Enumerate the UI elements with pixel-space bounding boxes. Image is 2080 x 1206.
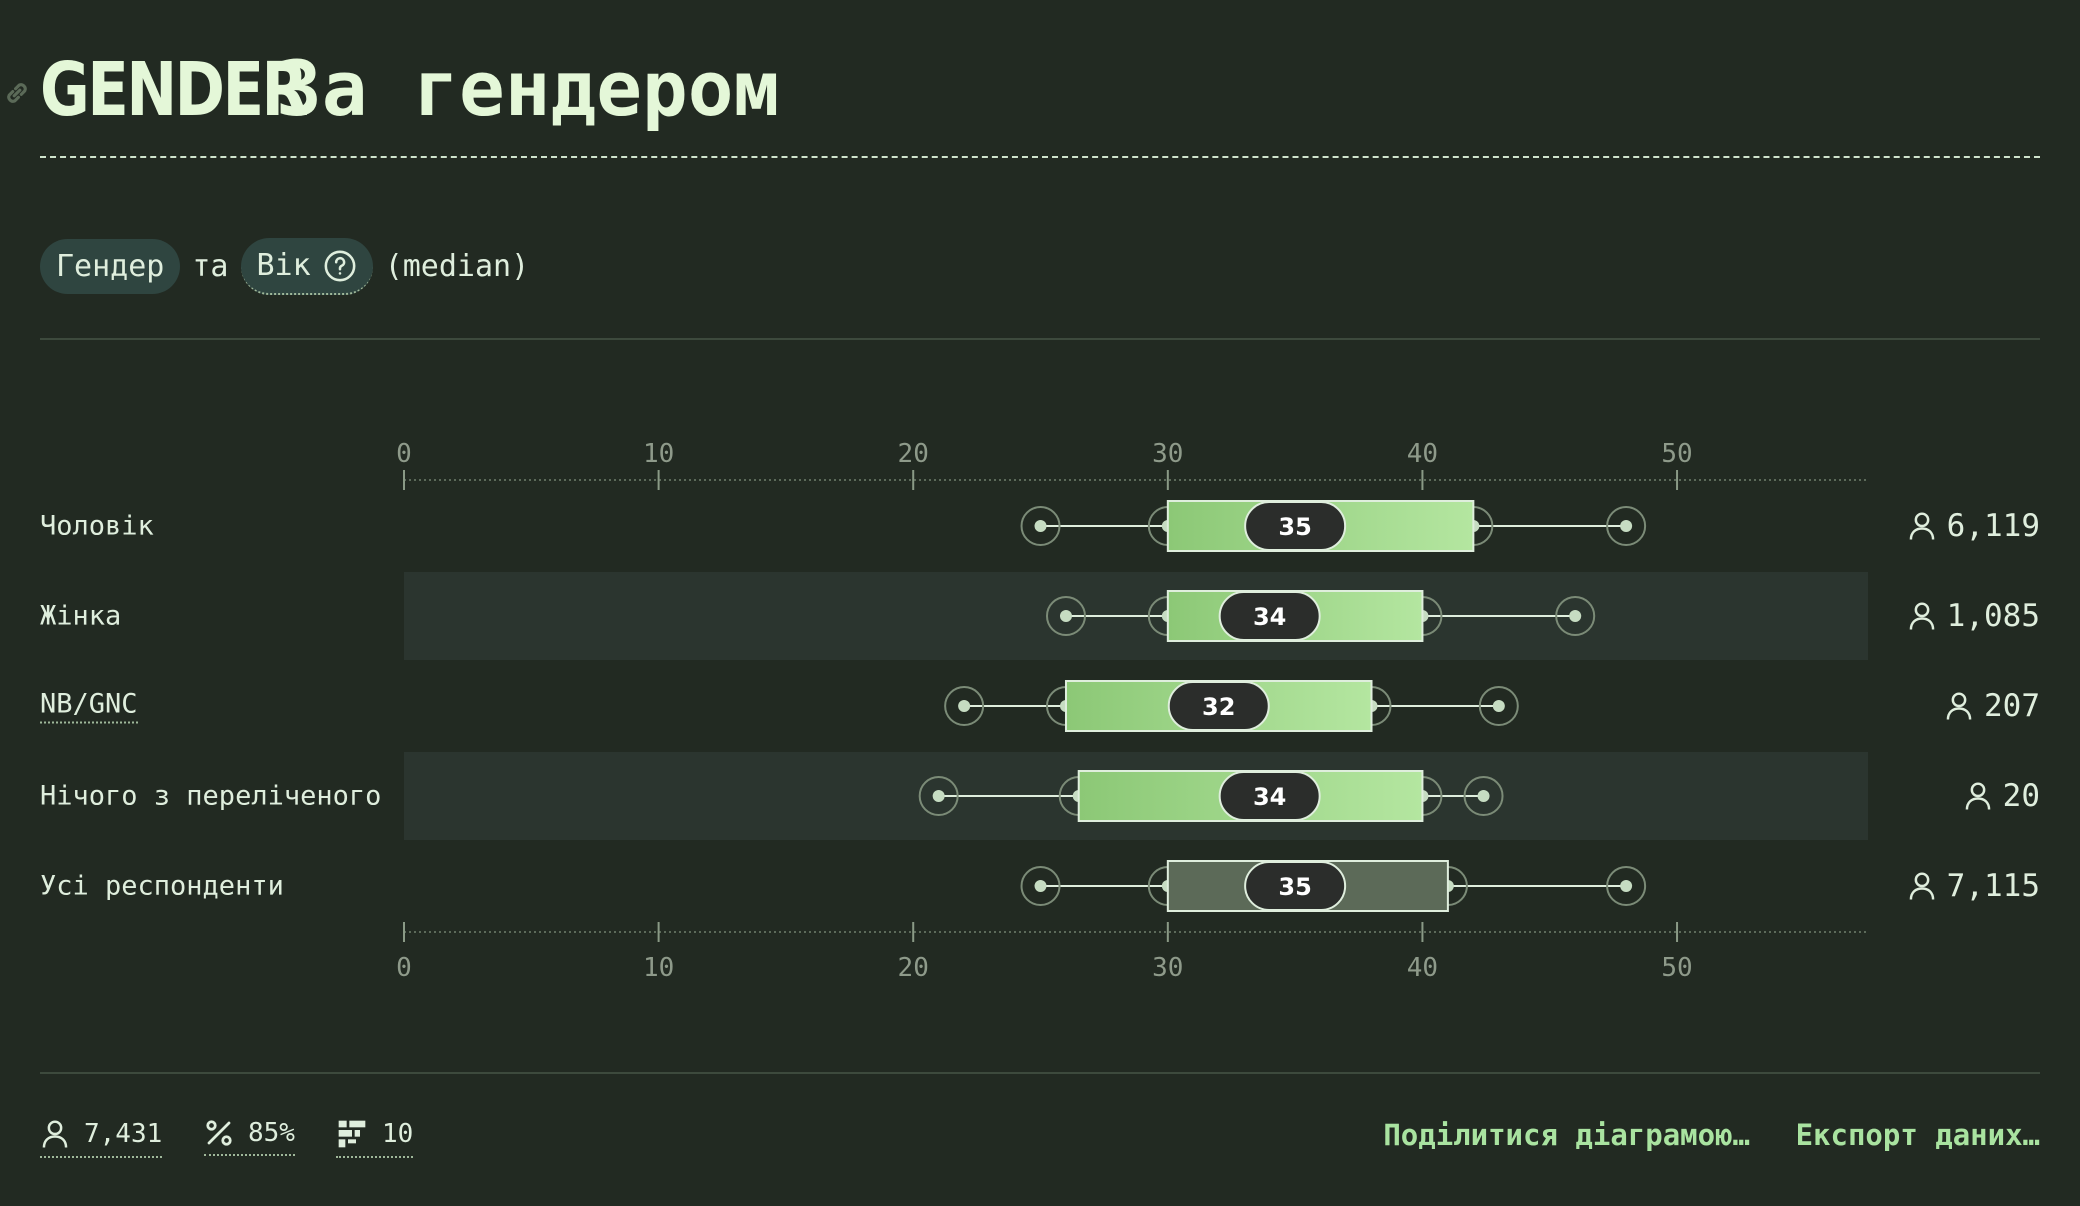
- whisker-marker: [1606, 866, 1647, 906]
- median-label: 32: [1202, 693, 1235, 721]
- whisker-dot: [1620, 520, 1633, 532]
- whisker-dot: [1059, 610, 1072, 622]
- row-label: Усі респонденти: [40, 870, 284, 902]
- export-data-button[interactable]: Експорт даних…: [1795, 1118, 2040, 1152]
- whisker-marker: [944, 686, 985, 726]
- respondents-count: 7,431: [84, 1119, 163, 1149]
- axis-tick-label: 20: [898, 439, 929, 469]
- axis-tick-label: 10: [643, 953, 674, 983]
- whisker-marker: [1555, 596, 1596, 636]
- user-icon: [42, 1120, 68, 1148]
- axis-tick-label: 40: [1407, 439, 1438, 469]
- axis-tick-label: 20: [898, 953, 929, 983]
- whisker-dot: [932, 790, 945, 802]
- row-count-value: 6,119: [1946, 508, 2040, 544]
- whisker-dot: [958, 700, 971, 712]
- percent-value: 85%: [248, 1118, 295, 1148]
- axis-tick-label: 50: [1661, 439, 1692, 469]
- row-label[interactable]: NB/GNC: [40, 689, 138, 724]
- row-count: 7,115: [1907, 868, 2040, 904]
- whisker-marker: [1606, 506, 1647, 546]
- median-label: 35: [1278, 513, 1311, 541]
- user-icon: [1909, 602, 1934, 630]
- median-pill: [1167, 681, 1270, 731]
- axis-tick-label: 30: [1152, 439, 1183, 469]
- whisker-dot: [1620, 880, 1633, 892]
- questions-stat[interactable]: 10: [336, 1118, 414, 1158]
- axis-tick-label: 40: [1407, 953, 1438, 983]
- median-label: 34: [1253, 783, 1286, 811]
- divider-top: [40, 338, 2040, 340]
- axis-tick-label: 0: [396, 953, 412, 983]
- whisker-dot: [1034, 880, 1047, 892]
- row-count: 20: [1963, 778, 2040, 814]
- variable-age-pill[interactable]: Вік: [240, 238, 373, 295]
- variable-gender-pill[interactable]: Гендер: [40, 239, 181, 294]
- subtitle-statistic: (median): [384, 249, 530, 284]
- variable-age-label: Вік: [256, 248, 311, 283]
- user-icon: [1965, 782, 1990, 810]
- respondents-stat[interactable]: 7,431: [40, 1118, 163, 1158]
- median-pill: [1244, 861, 1347, 911]
- user-icon: [1946, 692, 1972, 720]
- whisker-marker: [918, 776, 959, 816]
- boxplot-svg: 0 10 20 30 40 50 0 10 20 30 40 50 35 34 32 34 35: [396, 439, 1868, 983]
- percent-stat[interactable]: 85%: [204, 1118, 295, 1156]
- questions-count: 10: [382, 1119, 414, 1149]
- row-label: Жінка: [40, 600, 122, 632]
- row-count: 6,119: [1907, 508, 2040, 544]
- help-icon[interactable]: [323, 249, 357, 283]
- subtitle-conjunction: та: [192, 249, 229, 284]
- whisker-marker: [1020, 866, 1061, 906]
- link-icon[interactable]: [0, 76, 34, 110]
- divider-bottom: [40, 1072, 2040, 1074]
- whisker-marker: [1463, 776, 1504, 816]
- whisker-dot: [1477, 790, 1490, 802]
- user-icon: [1909, 872, 1934, 900]
- row-count-value: 1,085: [1946, 598, 2040, 634]
- chart-subtitle: Гендер та Вік (median): [40, 238, 529, 295]
- axis-tick-label: 0: [396, 439, 412, 469]
- row-label: Нічого з переліченого: [40, 780, 382, 812]
- questions-icon: [338, 1120, 366, 1148]
- axis-tick-label: 50: [1661, 953, 1692, 983]
- page-title: За гендером: [276, 44, 780, 133]
- whisker-dot: [1569, 610, 1582, 622]
- row-count-value: 207: [1984, 688, 2040, 724]
- chart-id-label: GENDER: [40, 47, 308, 133]
- whisker-marker: [1020, 506, 1061, 546]
- chart-footer: 7,431 85% 10 Поділитися діаграмою… Експо…: [40, 1118, 2040, 1178]
- row-count-value: 7,115: [1946, 868, 2040, 904]
- median-pill: [1244, 501, 1347, 551]
- median-label: 34: [1253, 603, 1286, 631]
- row-label: Чоловік: [40, 510, 154, 542]
- share-chart-button[interactable]: Поділитися діаграмою…: [1383, 1118, 1750, 1152]
- whisker-marker: [1478, 686, 1519, 726]
- whisker-dot: [1492, 700, 1505, 712]
- row-count-value: 20: [2002, 778, 2040, 814]
- whisker-dot: [1034, 520, 1047, 532]
- chart-header: GENDER За гендером: [7, 36, 2040, 158]
- whisker-marker: [1045, 596, 1086, 636]
- median-pill: [1218, 771, 1321, 821]
- axis-tick-label: 30: [1152, 953, 1183, 983]
- percent-icon: [206, 1120, 232, 1146]
- row-count: 1,085: [1907, 598, 2040, 634]
- median-pill: [1218, 591, 1321, 641]
- age-by-gender-chart: 0 10 20 30 40 50 0 10 20 30 40 50 35 34 32 34 35 Чоловік…: [0, 420, 2080, 1020]
- user-icon: [1909, 512, 1934, 540]
- axis-tick-label: 10: [643, 439, 674, 469]
- row-count: 207: [1944, 688, 2040, 724]
- median-label: 35: [1278, 873, 1311, 901]
